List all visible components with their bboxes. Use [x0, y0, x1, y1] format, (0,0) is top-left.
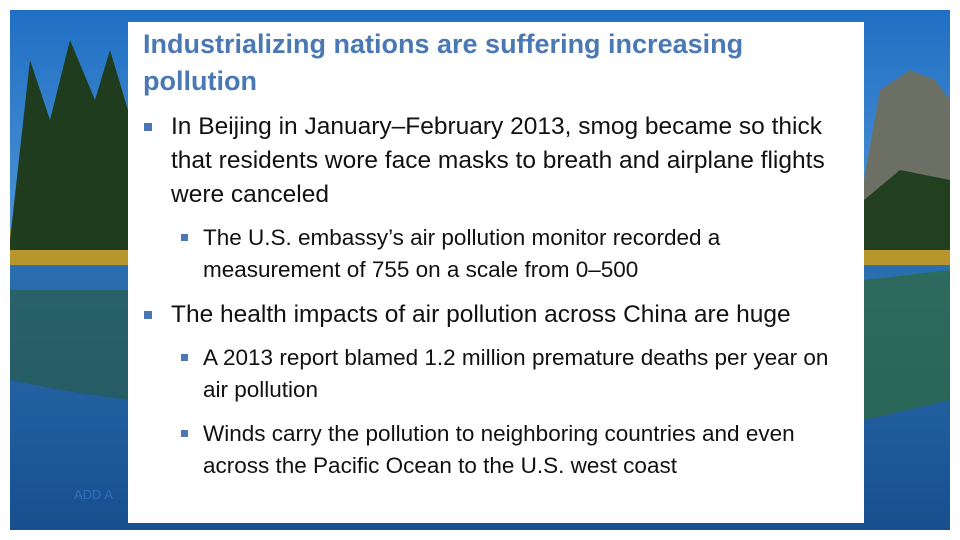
bullet-list: In Beijing in January–February 2013, smo… [143, 110, 858, 494]
sub-bullet: The U.S. embassy’s air pollution monitor… [143, 222, 858, 286]
footer: ADD A [74, 487, 114, 502]
bullet: In Beijing in January–February 2013, smo… [143, 110, 858, 212]
sub-bullet: A 2013 report blamed 1.2 million prematu… [143, 342, 858, 406]
content-panel: Industrializing nations are suffering in… [128, 22, 864, 523]
sub-bullet: Winds carry the pollution to neighboring… [143, 418, 858, 482]
slide-title: Industrializing nations are suffering in… [143, 29, 744, 96]
bullet: The health impacts of air pollution acro… [143, 298, 858, 332]
